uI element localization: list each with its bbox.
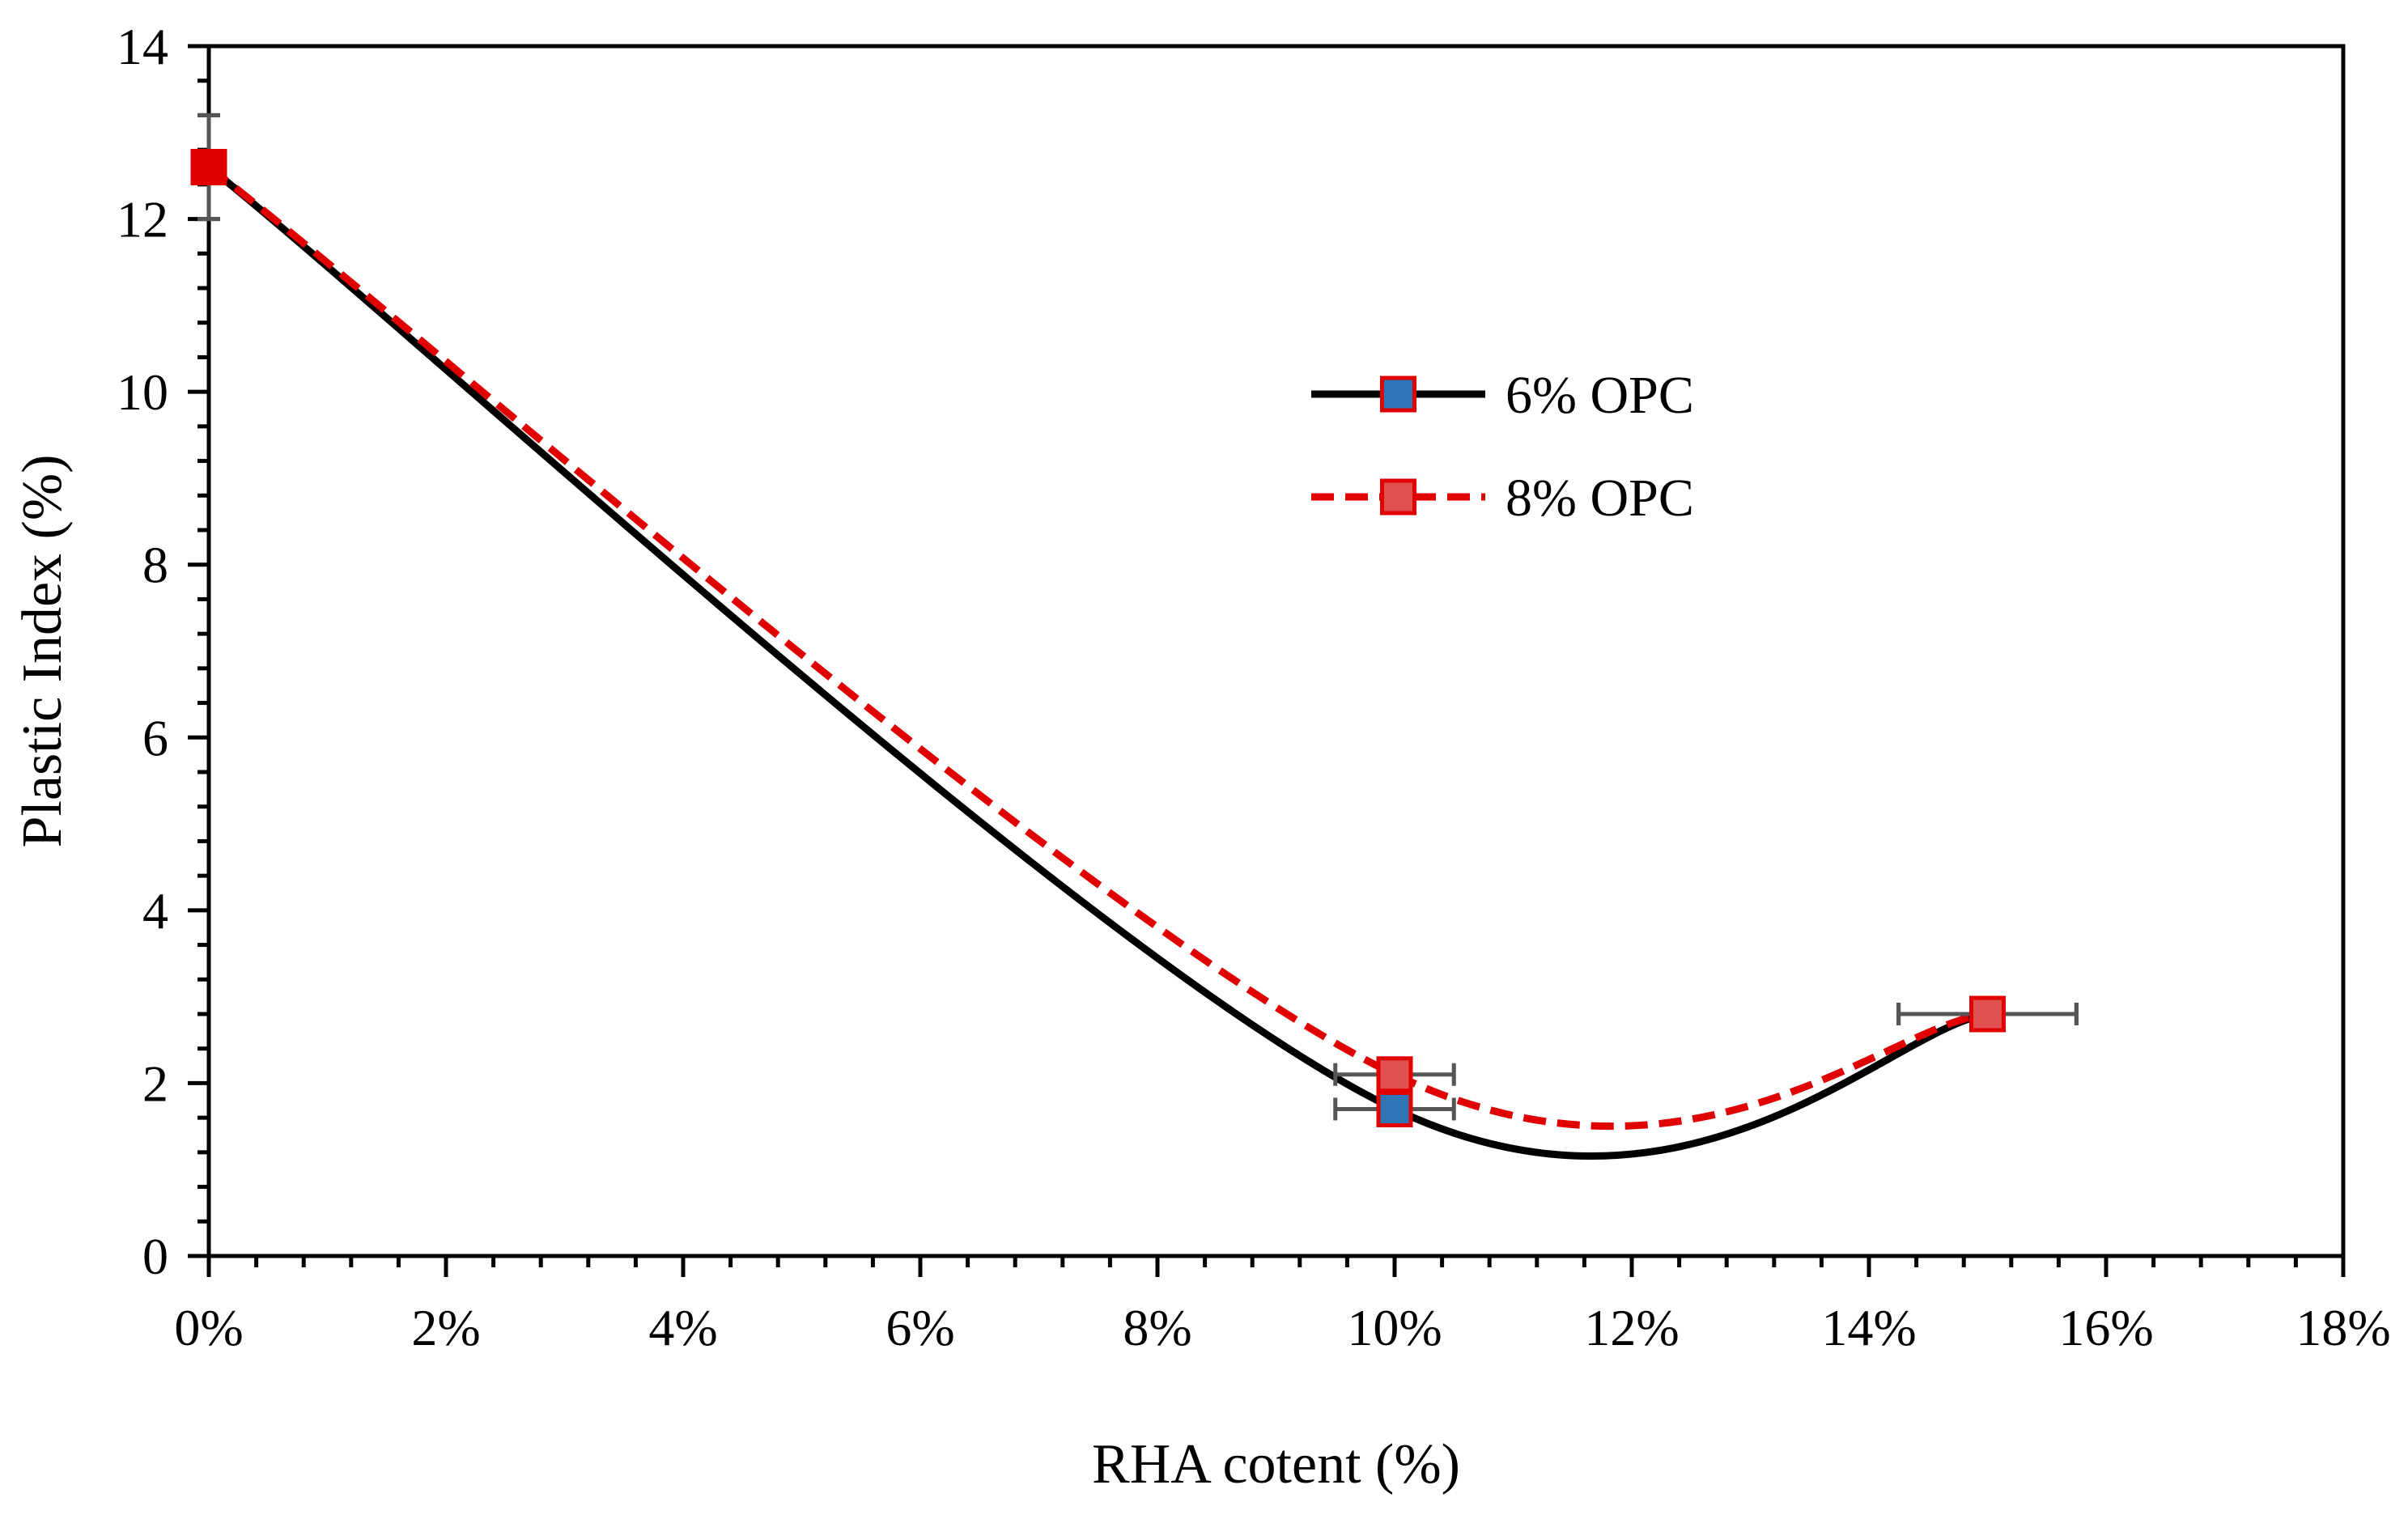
x-tick-label: 18% [2295, 1299, 2390, 1356]
x-axis-title: RHA cotent (%) [1092, 1433, 1460, 1496]
x-tick-label: 10% [1347, 1299, 1442, 1356]
legend-marker-1 [1380, 376, 1416, 413]
series-line-1 [206, 163, 1989, 1160]
x-tick-label: 2% [411, 1299, 480, 1356]
legend-label-1: 6% OPC [1506, 366, 1694, 425]
x-tick-label: 16% [2058, 1299, 2153, 1356]
x-tick-label: 0% [174, 1299, 243, 1356]
legend-label-2: 8% OPC [1506, 469, 1694, 528]
data-point-series-1 [1376, 1090, 1413, 1127]
x-tick-label: 12% [1584, 1299, 1679, 1356]
y-tick-label: 4 [142, 882, 168, 940]
legend-marker-2 [1380, 478, 1416, 516]
plot-area-frame [206, 44, 2346, 1258]
y-tick-label: 0 [142, 1228, 168, 1285]
markers [190, 149, 2006, 1127]
x-tick-label: 14% [1821, 1299, 1916, 1356]
y-tick-label: 12 [117, 191, 168, 248]
series-layer [206, 163, 1989, 1160]
y-tick-labels: 0 2 4 6 8 10 12 14 [117, 18, 168, 1285]
series-line-2 [206, 163, 1988, 1131]
x-tick-labels: 0% 2% 4% 6% 8% 10% 12% 14% 16% 18% [174, 1299, 2390, 1356]
data-point-series-2 [1376, 1056, 1413, 1093]
y-axis-title: Plastic Index (%) [11, 455, 74, 848]
y-tick-label: 2 [142, 1054, 168, 1112]
x-tick-label: 8% [1123, 1299, 1191, 1356]
data-point-overlap [190, 149, 227, 185]
legend: 6% OPC 8% OPC [1311, 366, 1694, 528]
axis-ticks [188, 44, 2346, 1277]
y-tick-label: 14 [117, 18, 168, 75]
x-tick-label: 4% [648, 1299, 717, 1356]
x-tick-label: 6% [885, 1299, 954, 1356]
y-tick-label: 8 [142, 537, 168, 594]
y-tick-label: 6 [142, 709, 168, 766]
y-tick-label: 10 [117, 363, 168, 421]
data-point-series-2 [1969, 995, 2006, 1033]
